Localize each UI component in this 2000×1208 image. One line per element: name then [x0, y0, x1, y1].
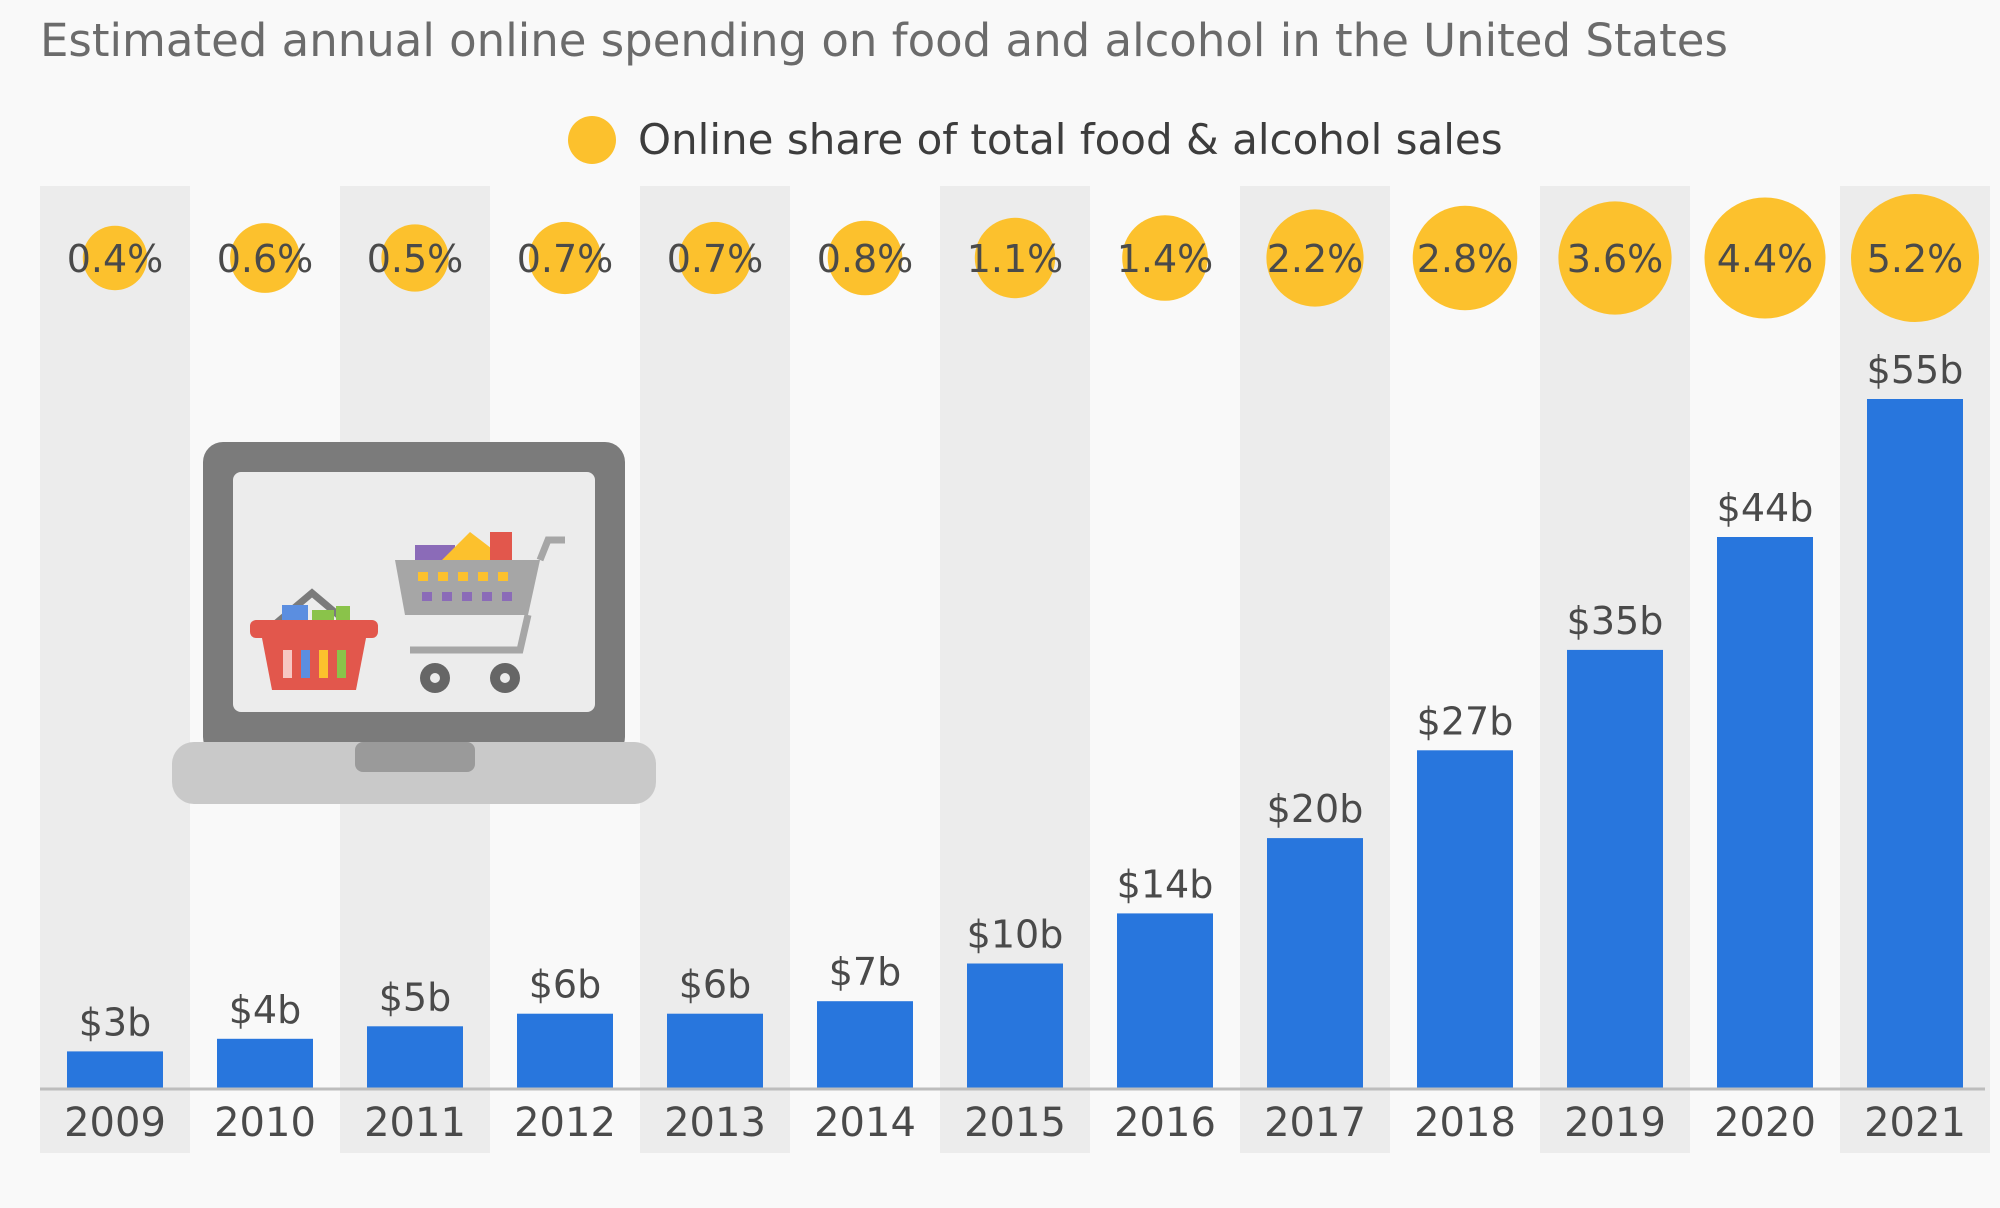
x-tick-label: 2011: [364, 1100, 466, 1146]
x-tick-label: 2010: [214, 1100, 316, 1146]
share-label: 2.8%: [1417, 237, 1514, 281]
value-label: $5b: [379, 975, 451, 1019]
legend-marker: [568, 115, 616, 164]
share-label: 3.6%: [1567, 237, 1664, 281]
laptop-shopping-illustration: [172, 442, 656, 804]
shopping-cart-icon: [395, 560, 540, 615]
x-tick-label: 2020: [1714, 1100, 1816, 1146]
share-label: 1.4%: [1117, 237, 1214, 281]
share-label: 0.5%: [367, 237, 464, 281]
bar: [667, 1013, 763, 1089]
x-tick-label: 2009: [64, 1100, 166, 1146]
share-label: 0.8%: [817, 237, 914, 281]
share-label: 5.2%: [1867, 237, 1964, 281]
x-tick-label: 2017: [1264, 1100, 1366, 1146]
value-label: $7b: [829, 950, 901, 994]
share-label: 0.6%: [217, 237, 314, 281]
bar: [517, 1013, 613, 1089]
value-label: $20b: [1267, 787, 1364, 831]
bar: [1267, 838, 1363, 1089]
value-label: $55b: [1867, 348, 1964, 392]
chart-subtitle: Estimated annual online spending on food…: [40, 14, 1728, 67]
value-label: $44b: [1717, 486, 1814, 530]
basket-body-icon: [262, 638, 366, 690]
bar: [817, 1001, 913, 1089]
share-bubble: [1412, 205, 1518, 311]
value-label: $10b: [967, 913, 1064, 957]
x-tick-labels: 2009 2010 2011 2012 2013 2014 2015 2016 2017 2018…: [64, 1100, 1966, 1146]
share-bubble: [1558, 201, 1672, 315]
laptop-notch: [355, 742, 475, 772]
value-label: $14b: [1117, 862, 1214, 906]
column-band: [40, 186, 190, 1153]
share-label: 2.2%: [1267, 237, 1364, 281]
share-label: 4.4%: [1717, 237, 1814, 281]
value-label: $6b: [529, 963, 601, 1007]
x-tick-label: 2013: [664, 1100, 766, 1146]
basket-rim: [250, 620, 378, 638]
bar: [367, 1026, 463, 1089]
bar: [1717, 537, 1813, 1089]
x-tick-label: 2016: [1114, 1100, 1216, 1146]
share-labels: 0.4% 0.6% 0.5% 0.7% 0.7% 0.8% 1.1% 1.4% 2.2% 2.8%…: [67, 237, 1964, 281]
share-label: 0.7%: [667, 237, 764, 281]
x-tick-label: 2012: [514, 1100, 616, 1146]
share-bubble: [381, 224, 449, 292]
share-bubble: [827, 220, 903, 296]
x-tick-label: 2015: [964, 1100, 1066, 1146]
bar: [67, 1051, 163, 1089]
value-labels: $3b $4b $5b $6b $6b $7b $10b $14b $20b $27b $35b $4…: [79, 348, 1964, 1044]
value-label: $3b: [79, 1000, 151, 1044]
bar: [1867, 399, 1963, 1089]
x-tick-label: 2014: [814, 1100, 916, 1146]
bar: [1117, 913, 1213, 1089]
share-label: 1.1%: [967, 237, 1064, 281]
x-tick-label: 2018: [1414, 1100, 1516, 1146]
share-bubbles: [82, 194, 1979, 322]
x-tick-label: 2021: [1864, 1100, 1966, 1146]
share-bubble: [528, 221, 602, 295]
share-bubble: [1122, 215, 1208, 301]
x-tick-label: 2019: [1564, 1100, 1666, 1146]
bars: [67, 399, 1963, 1089]
value-label: $27b: [1417, 699, 1514, 743]
share-bubble: [82, 225, 148, 291]
share-bubble: [230, 223, 300, 293]
share-bubble: [678, 221, 752, 295]
column-band: [640, 186, 790, 1153]
share-bubble: [974, 217, 1056, 299]
share-bubble: [1851, 194, 1979, 322]
bar: [967, 963, 1063, 1089]
bar: [1567, 649, 1663, 1089]
share-bubble: [1266, 209, 1364, 307]
legend: Online share of total food & alcohol sal…: [568, 115, 1503, 164]
share-bubble: [1704, 197, 1826, 319]
bar: [217, 1038, 313, 1089]
bar: [1417, 750, 1513, 1089]
share-label: 0.4%: [67, 237, 164, 281]
laptop-base: [172, 742, 656, 804]
legend-label: Online share of total food & alcohol sal…: [638, 115, 1503, 164]
share-label: 0.7%: [517, 237, 614, 281]
value-label: $35b: [1567, 599, 1664, 643]
value-label: $4b: [229, 988, 301, 1032]
value-label: $6b: [679, 963, 751, 1007]
